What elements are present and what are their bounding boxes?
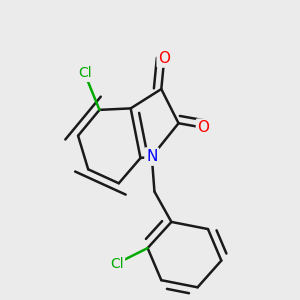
Text: O: O	[158, 51, 170, 66]
Text: O: O	[197, 120, 209, 135]
Text: Cl: Cl	[78, 66, 92, 80]
Text: N: N	[146, 149, 158, 164]
Text: Cl: Cl	[110, 256, 124, 271]
